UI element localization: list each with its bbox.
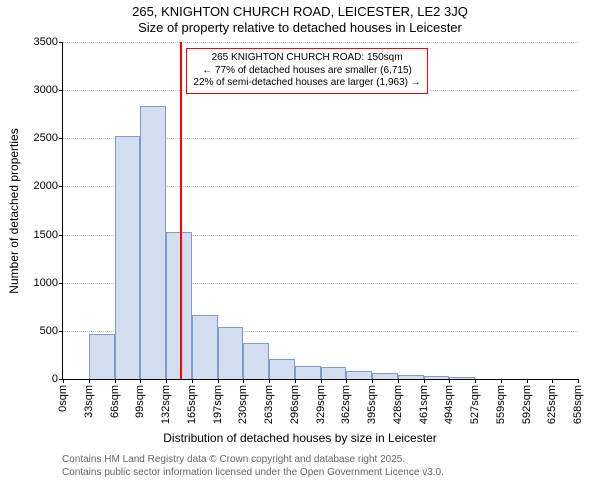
xtick-label: 527sqm — [469, 385, 481, 424]
histogram-bar — [295, 366, 321, 379]
xtick-label: 592sqm — [521, 385, 533, 424]
ytick-mark — [59, 186, 63, 187]
xtick-label: 428sqm — [392, 385, 404, 424]
xtick-mark — [398, 379, 399, 383]
xtick-mark — [140, 379, 141, 383]
xtick-mark — [578, 379, 579, 383]
ytick-mark — [59, 235, 63, 236]
chart-container: 265, KNIGHTON CHURCH ROAD, LEICESTER, LE… — [0, 0, 600, 500]
xtick-label: 263sqm — [263, 385, 275, 424]
footnote-line2: Contains public sector information licen… — [62, 466, 444, 479]
ytick-label: 1000 — [34, 277, 58, 289]
annotation-line3: 22% of semi-detached houses are larger (… — [193, 77, 420, 90]
histogram-bar — [372, 373, 398, 379]
footnote: Contains HM Land Registry data © Crown c… — [62, 453, 444, 479]
chart-title-subtitle: Size of property relative to detached ho… — [0, 20, 600, 35]
xtick-mark — [115, 379, 116, 383]
xtick-mark — [63, 379, 64, 383]
xtick-mark — [372, 379, 373, 383]
xtick-label: 33sqm — [83, 385, 95, 418]
histogram-bar — [243, 343, 269, 379]
histogram-bar — [346, 371, 372, 379]
xtick-mark — [166, 379, 167, 383]
xtick-label: 197sqm — [212, 385, 224, 424]
xtick-label: 625sqm — [546, 385, 558, 424]
histogram-bar — [424, 376, 450, 379]
histogram-bar — [89, 334, 115, 379]
plot-area: 05001000150020002500300035000sqm33sqm66s… — [62, 42, 578, 380]
xtick-label: 329sqm — [315, 385, 327, 424]
histogram-bar — [166, 232, 192, 379]
histogram-bar — [218, 327, 244, 379]
ytick-label: 2000 — [34, 180, 58, 192]
ytick-mark — [59, 90, 63, 91]
xtick-mark — [269, 379, 270, 383]
xtick-label: 461sqm — [418, 385, 430, 424]
xtick-mark — [192, 379, 193, 383]
xtick-mark — [552, 379, 553, 383]
annotation-line2: ← 77% of detached houses are smaller (6,… — [193, 65, 420, 78]
ytick-mark — [59, 138, 63, 139]
xtick-mark — [321, 379, 322, 383]
annotation-box: 265 KNIGHTON CHURCH ROAD: 150sqm← 77% of… — [186, 48, 427, 94]
ytick-label: 0 — [52, 373, 58, 385]
ytick-mark — [59, 283, 63, 284]
xtick-mark — [89, 379, 90, 383]
annotation-line1: 265 KNIGHTON CHURCH ROAD: 150sqm — [193, 52, 420, 65]
xtick-mark — [346, 379, 347, 383]
xtick-label: 658sqm — [572, 385, 584, 424]
xtick-label: 0sqm — [57, 385, 69, 412]
xtick-label: 66sqm — [109, 385, 121, 418]
gridline — [63, 42, 578, 43]
xtick-label: 132sqm — [160, 385, 172, 424]
ytick-mark — [59, 42, 63, 43]
ytick-label: 1500 — [34, 229, 58, 241]
chart-title-address: 265, KNIGHTON CHURCH ROAD, LEICESTER, LE… — [0, 4, 600, 19]
footnote-line1: Contains HM Land Registry data © Crown c… — [62, 453, 444, 466]
xtick-label: 559sqm — [495, 385, 507, 424]
xtick-label: 99sqm — [134, 385, 146, 418]
xtick-label: 494sqm — [443, 385, 455, 424]
property-marker-line — [180, 42, 182, 379]
histogram-bar — [115, 136, 141, 379]
histogram-bar — [140, 106, 166, 379]
ytick-label: 2500 — [34, 132, 58, 144]
histogram-bar — [398, 375, 424, 379]
xtick-mark — [475, 379, 476, 383]
ytick-label: 3500 — [34, 36, 58, 48]
xtick-mark — [527, 379, 528, 383]
xtick-label: 395sqm — [366, 385, 378, 424]
xtick-mark — [243, 379, 244, 383]
xtick-mark — [449, 379, 450, 383]
xtick-mark — [218, 379, 219, 383]
ytick-label: 3000 — [34, 84, 58, 96]
xtick-mark — [295, 379, 296, 383]
histogram-bar — [321, 367, 347, 379]
xtick-label: 165sqm — [186, 385, 198, 424]
ytick-mark — [59, 331, 63, 332]
histogram-bar — [192, 315, 218, 379]
xtick-label: 230sqm — [237, 385, 249, 424]
histogram-bar — [269, 359, 295, 379]
xtick-label: 296sqm — [289, 385, 301, 424]
xtick-mark — [501, 379, 502, 383]
ytick-label: 500 — [40, 325, 58, 337]
x-axis-label: Distribution of detached houses by size … — [0, 431, 600, 445]
histogram-bar — [449, 377, 475, 379]
xtick-mark — [424, 379, 425, 383]
xtick-label: 362sqm — [340, 385, 352, 424]
y-axis-label: Number of detached properties — [7, 128, 21, 293]
